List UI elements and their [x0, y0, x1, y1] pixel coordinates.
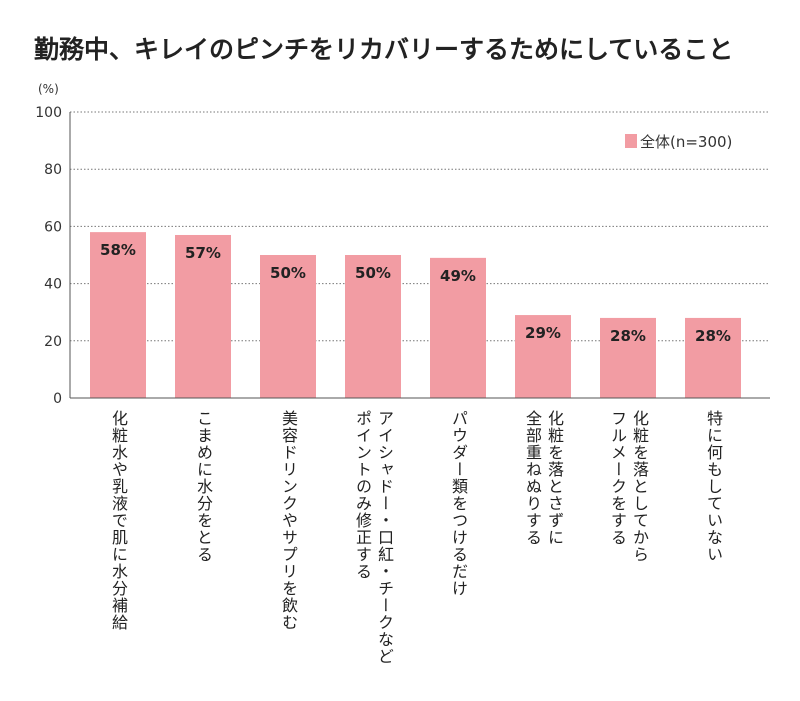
legend-swatch [625, 134, 637, 148]
y-axis-unit: (%) [38, 82, 59, 96]
data-label: 58% [100, 241, 136, 259]
bar [90, 232, 146, 398]
y-tick-label: 40 [44, 277, 62, 293]
bar [685, 317, 741, 398]
data-label: 57% [185, 244, 221, 262]
chart-title: 勤務中、キレイのピンチをリカバリーするためにしていること [34, 35, 734, 64]
data-label: 29% [525, 324, 561, 342]
data-label: 28% [610, 327, 646, 345]
legend-label: 全体(n=300) [640, 133, 732, 151]
x-tick-label: パウダー類をつけるだけ [449, 410, 468, 597]
y-tick-label: 20 [44, 334, 62, 350]
x-tick-label: 化粧を落とさずに 全部重ねぬりする [523, 410, 564, 546]
data-label: 50% [355, 264, 391, 282]
y-tick-label: 80 [44, 162, 62, 178]
data-label: 50% [270, 264, 306, 282]
x-tick-label: こまめに水分をとる [194, 410, 213, 563]
y-tick-label: 60 [44, 219, 62, 235]
bar [430, 257, 486, 398]
bar [175, 234, 231, 398]
bar [515, 315, 571, 398]
y-tick-label: 100 [35, 105, 62, 121]
bar [600, 317, 656, 398]
x-tick-label: 美容ドリンクやサプリを飲む [279, 410, 298, 631]
x-tick-label: 特に何もしていない [704, 410, 723, 563]
bar [260, 255, 316, 398]
data-label: 28% [695, 327, 731, 345]
bar [345, 255, 401, 398]
x-tick-label: アイシャドー・口紅・チークなど ポイントのみ修正する [353, 410, 394, 665]
data-label: 49% [440, 267, 476, 285]
y-tick-label: 0 [53, 391, 62, 407]
x-tick-label: 化粧水や乳液で肌に水分補給 [109, 410, 128, 631]
x-tick-label: 化粧を落としてから フルメークをする [608, 410, 649, 563]
